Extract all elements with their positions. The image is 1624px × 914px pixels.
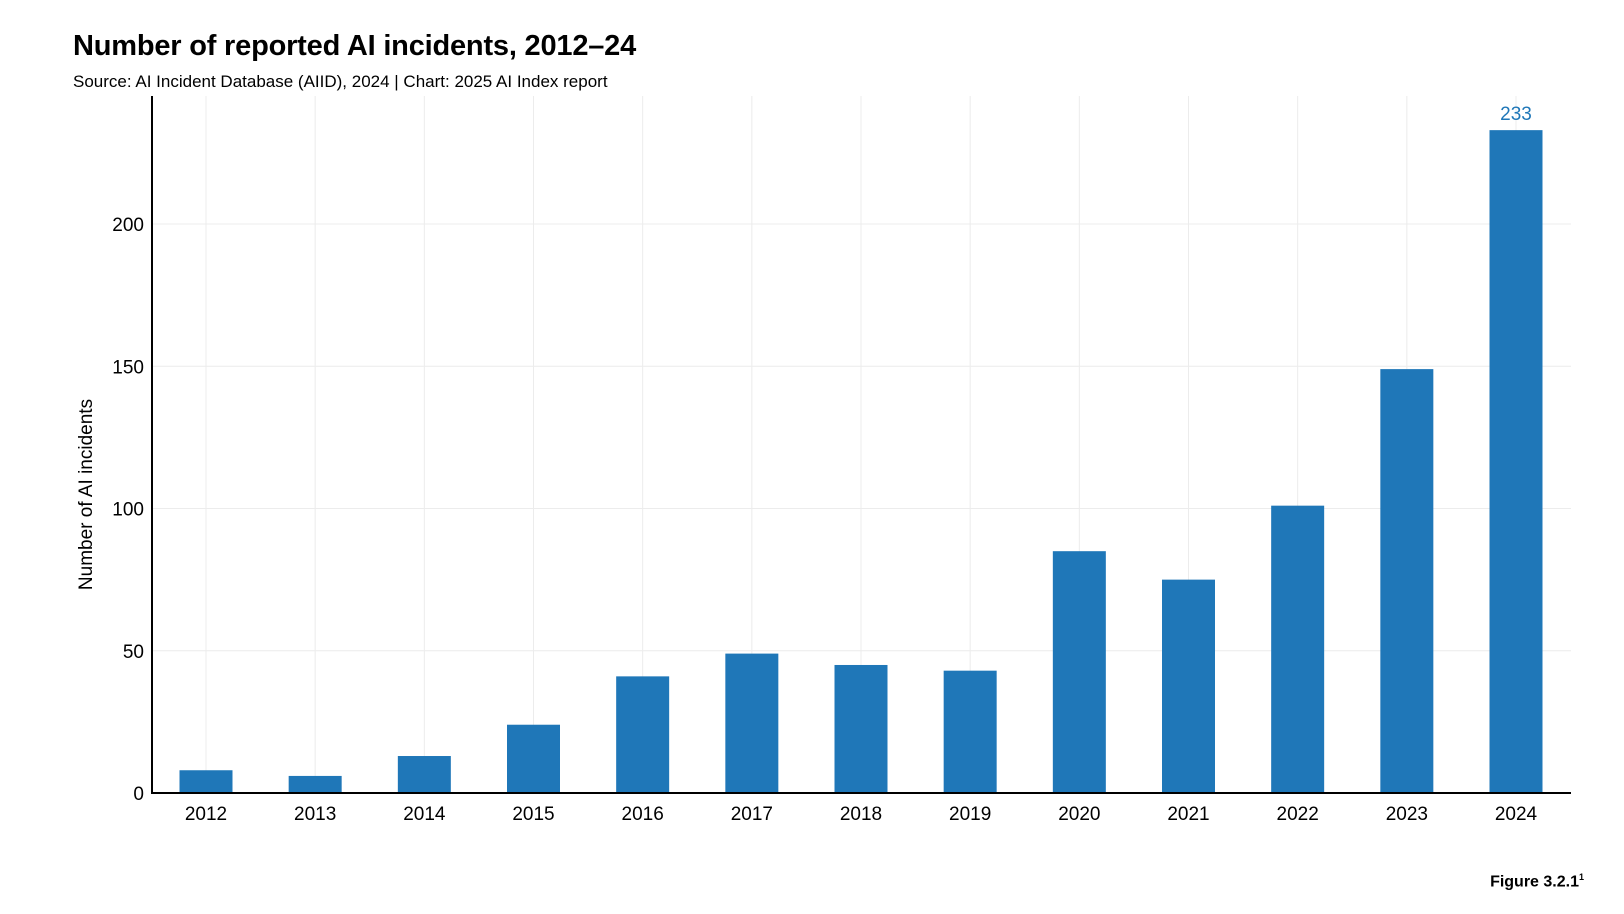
y-tick-label-0: 0 [133, 784, 144, 805]
bar-2013 [288, 775, 342, 793]
x-tick-label-2023: 2023 [1386, 804, 1428, 825]
x-tick-label-2020: 2020 [1058, 804, 1100, 825]
y-tick-label-100: 100 [112, 500, 144, 521]
bar-2024 [1489, 130, 1543, 793]
bar-2023 [1380, 369, 1434, 793]
x-tick-label-2022: 2022 [1277, 804, 1319, 825]
axes [151, 96, 1571, 794]
bar-2014 [397, 756, 451, 793]
bar-2017 [725, 653, 779, 793]
bars [179, 130, 1543, 793]
bar-2022 [1271, 505, 1325, 793]
y-tick-label-200: 200 [112, 215, 144, 236]
x-tick-label-2021: 2021 [1167, 804, 1209, 825]
x-tick-label-2015: 2015 [512, 804, 554, 825]
bar-2016 [616, 676, 670, 793]
figure-label-text: Figure 3.2.1 [1490, 873, 1579, 891]
bar-2021 [1162, 579, 1215, 793]
x-tick-label-2019: 2019 [949, 804, 991, 825]
bar-2020 [1052, 551, 1106, 793]
data-label-2024: 233 [1500, 104, 1532, 125]
y-tick-label-150: 150 [112, 357, 144, 378]
bar-2019 [943, 670, 997, 793]
x-tick-label-2018: 2018 [840, 804, 882, 825]
bar-2018 [834, 664, 888, 793]
x-tick-label-2016: 2016 [622, 804, 664, 825]
x-tick-label-2024: 2024 [1495, 804, 1538, 825]
labels: 0 50 100 150 200 2012 2013 2014 2015 2016 2017 2018… [76, 104, 1538, 825]
chart-title: Number of reported AI incidents, 2012–24 [73, 30, 637, 62]
x-tick-label-2014: 2014 [403, 804, 446, 825]
y-tick-label-50: 50 [123, 642, 144, 663]
x-tick-label-2013: 2013 [294, 804, 336, 825]
x-tick-label-2012: 2012 [185, 804, 227, 825]
bar-2012 [179, 770, 233, 793]
figure-footnote-mark: 1 [1578, 872, 1584, 882]
y-axis-title: Number of AI incidents [76, 399, 97, 590]
figure-label: Figure 3.2.11 [1490, 872, 1584, 891]
bar-2015 [507, 724, 560, 793]
chart-source: Source: AI Incident Database (AIID), 202… [73, 72, 608, 91]
x-tick-label-2017: 2017 [731, 804, 773, 825]
